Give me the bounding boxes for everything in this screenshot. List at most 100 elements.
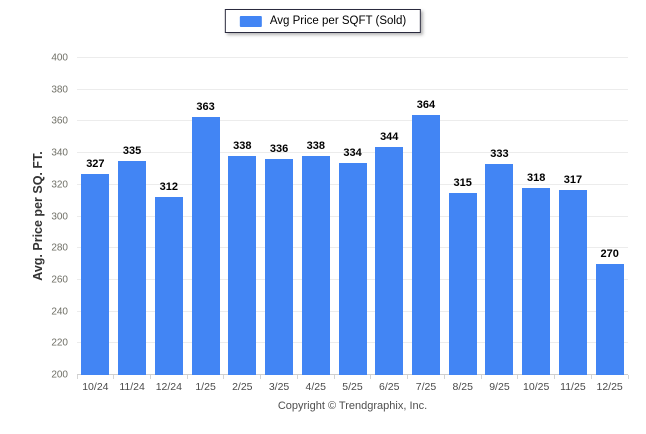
bar-group: 317 xyxy=(555,58,592,375)
y-tick-label: 260 xyxy=(51,274,68,286)
bar xyxy=(338,162,367,375)
axis-tick xyxy=(443,375,445,379)
x-tick-label: 7/25 xyxy=(415,381,437,393)
x-tick-label: 11/25 xyxy=(560,381,586,393)
bar-value-label: 270 xyxy=(600,248,619,261)
axis-tick xyxy=(554,375,556,379)
gridline xyxy=(77,88,628,90)
bar-group: 315 xyxy=(444,58,481,375)
y-tick-label: 220 xyxy=(51,337,68,349)
y-axis-title: Avg. Price per SQ. FT. xyxy=(31,151,45,281)
bar-group: 333 xyxy=(481,58,518,375)
axis-tick xyxy=(333,375,335,379)
gridline xyxy=(77,120,628,122)
bar xyxy=(448,192,477,375)
bar-value-label: 338 xyxy=(233,140,252,153)
bar xyxy=(265,159,294,375)
bar-value-label: 363 xyxy=(196,100,215,113)
bar-group: 338 xyxy=(297,58,334,375)
bar xyxy=(154,197,183,375)
y-tick-label: 300 xyxy=(51,211,68,222)
y-tick-label: 360 xyxy=(51,115,68,127)
x-tick-labels-layer: 10/24 11/24 12/24 1/25 2/25 3/25 4/25 5/25 6/25 7… xyxy=(77,375,628,393)
bar-value-label: 333 xyxy=(490,148,509,161)
x-tick-label: 6/25 xyxy=(379,381,400,393)
bar-group: 364 xyxy=(408,58,445,375)
bar xyxy=(558,189,587,375)
bars-layer: 327 335 312 363 338 336 338 334 344 364 315 333 318 3… xyxy=(77,58,628,375)
axis-tick xyxy=(186,375,188,379)
x-tick-label: 5/25 xyxy=(342,381,363,393)
legend-box: Avg Price per SQFT (Sold) xyxy=(224,9,422,33)
axis-tick xyxy=(76,375,78,379)
bar-group: 338 xyxy=(224,58,261,375)
bar-value-label: 344 xyxy=(380,130,399,143)
bar-group: 318 xyxy=(518,58,555,375)
bar-value-label: 318 xyxy=(527,171,546,184)
bar-value-label: 312 xyxy=(159,181,179,194)
bar xyxy=(522,187,551,375)
bar-value-label: 338 xyxy=(306,140,325,153)
y-tick-label: 200 xyxy=(51,369,68,381)
y-tick-label: 280 xyxy=(51,242,68,254)
axis-tick xyxy=(113,375,115,379)
axis-tick xyxy=(517,375,519,379)
bar xyxy=(228,156,257,375)
axis-tick xyxy=(149,375,151,379)
bar xyxy=(301,156,330,375)
bar-group: 327 xyxy=(77,58,114,375)
x-tick-label: 12/24 xyxy=(155,381,182,393)
bar-value-label: 327 xyxy=(86,157,105,170)
bar-group: 270 xyxy=(591,58,628,375)
axis-tick xyxy=(590,375,592,379)
axis-tick xyxy=(260,375,262,379)
bar-group: 312 xyxy=(150,58,187,375)
x-tick-label: 1/25 xyxy=(195,381,216,393)
x-tick-label: 12/25 xyxy=(596,381,623,393)
bar xyxy=(595,264,624,375)
bar xyxy=(81,173,110,375)
axis-tick xyxy=(223,375,225,379)
bar xyxy=(411,115,440,375)
legend-swatch xyxy=(239,15,262,27)
y-tick-label: 400 xyxy=(51,52,68,64)
x-tick-label: 10/25 xyxy=(523,381,550,393)
bar-value-label: 317 xyxy=(563,173,583,186)
y-tick-label: 320 xyxy=(51,179,68,191)
bar xyxy=(118,161,147,375)
y-tick-label: 240 xyxy=(51,306,68,318)
x-tick-label: 3/25 xyxy=(268,381,290,393)
axis-tick xyxy=(296,375,298,379)
axis-tick xyxy=(627,375,629,379)
bar xyxy=(191,116,220,375)
x-tick-label: 11/24 xyxy=(119,381,145,393)
bar-group: 334 xyxy=(334,58,371,375)
bar-group: 344 xyxy=(371,58,408,375)
axis-tick xyxy=(480,375,482,379)
axis-tick xyxy=(370,375,372,379)
y-tick-label: 340 xyxy=(51,147,68,159)
bar-group: 336 xyxy=(261,58,298,375)
x-tick-label: 8/25 xyxy=(452,381,473,393)
legend-label: Avg Price per SQFT (Sold) xyxy=(269,15,407,27)
gridline xyxy=(77,57,628,58)
bar xyxy=(375,146,404,375)
bar-value-label: 334 xyxy=(343,146,362,159)
bar-value-label: 364 xyxy=(416,99,436,112)
x-tick-label: 10/24 xyxy=(82,381,109,393)
y-tick-label: 380 xyxy=(51,84,68,96)
x-tick-label: 9/25 xyxy=(489,381,510,393)
bar-group: 335 xyxy=(114,58,151,375)
bar-value-label: 336 xyxy=(269,143,289,156)
axis-tick xyxy=(407,375,409,379)
bar-value-label: 335 xyxy=(122,145,142,158)
bar-group: 363 xyxy=(187,58,224,375)
bar-value-label: 315 xyxy=(453,176,472,189)
x-tick-label: 4/25 xyxy=(305,381,326,393)
copyright-text: Copyright © Trendgraphix, Inc. xyxy=(277,400,428,412)
x-tick-label: 2/25 xyxy=(232,381,253,393)
plot-area: 200 220 240 260 280 300 320 340 360 380 400 327 335… xyxy=(51,53,629,393)
gridline xyxy=(77,152,628,154)
bar xyxy=(485,164,514,375)
